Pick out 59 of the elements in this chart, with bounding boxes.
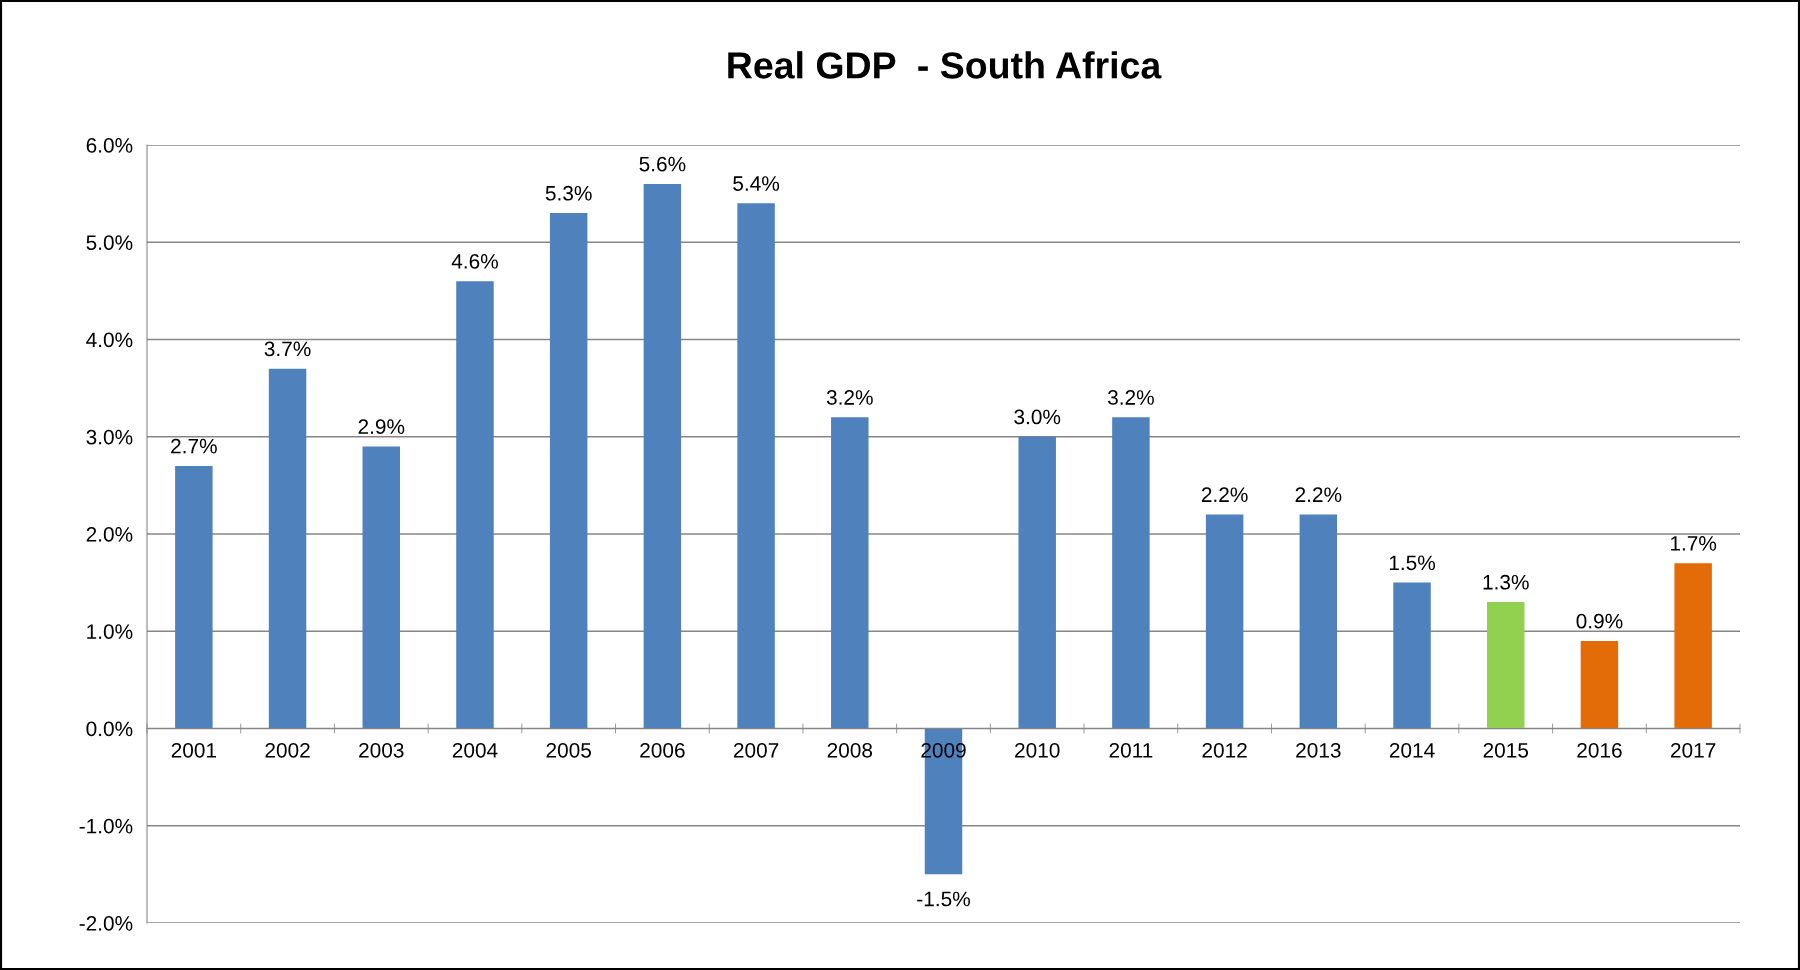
y-tick-label: 2.0% [86, 527, 133, 542]
y-tick-label: 6.0% [86, 138, 133, 153]
y-tick-label: -1.0% [79, 818, 133, 834]
x-tick-label: 2013 [1296, 742, 1341, 758]
y-tick-label: 3.0% [86, 429, 133, 445]
bar [831, 417, 869, 729]
data-label: 0.9% [1576, 613, 1623, 629]
bar [549, 213, 588, 729]
data-label: 3.7% [264, 341, 311, 357]
x-tick-label: 2002 [265, 742, 310, 758]
bar [1018, 436, 1056, 729]
x-tick-label: 2015 [1483, 742, 1529, 758]
y-tick-label: -2.0% [79, 916, 133, 931]
data-label: 1.5% [1389, 555, 1436, 571]
x-tick-label: 2007 [733, 742, 779, 758]
y-tick-label: 4.0% [86, 332, 133, 348]
data-label: 5.3% [545, 185, 592, 201]
data-label: 2.2% [1201, 487, 1248, 503]
chart-title: Real GDP - South Africa [728, 51, 1162, 79]
bar [1112, 417, 1150, 729]
bar [1580, 640, 1619, 729]
y-tick-label: 5.0% [86, 235, 133, 250]
bar [1486, 602, 1525, 729]
bar [1205, 514, 1244, 729]
x-tick-label: 2006 [640, 742, 685, 758]
data-label: 5.4% [733, 176, 780, 191]
data-label: 3.2% [1107, 390, 1154, 405]
x-tick-label: 2011 [1109, 742, 1153, 758]
x-tick-label: 2004 [452, 742, 498, 758]
data-label: -1.5% [917, 891, 970, 907]
x-tick-label: 2012 [1202, 742, 1247, 758]
bar [643, 183, 682, 729]
bar [362, 446, 401, 729]
y-tick-label: 0.0% [86, 721, 133, 737]
x-tick-label: 2014 [1389, 742, 1435, 758]
data-label: 2.2% [1295, 487, 1342, 503]
x-tick-label: 2001 [171, 742, 217, 758]
bar [1674, 563, 1712, 729]
x-tick-label: 2010 [1015, 742, 1060, 758]
bar [1393, 582, 1431, 729]
x-tick-label: 2017 [1671, 742, 1716, 758]
x-tick-label: 2016 [1577, 742, 1622, 758]
x-tick-label: 2005 [546, 742, 591, 758]
bar [1299, 514, 1338, 729]
bar [175, 465, 213, 729]
bar [456, 281, 494, 729]
data-label: 1.3% [1483, 574, 1529, 590]
data-label: 3.2% [826, 390, 873, 405]
bar [737, 203, 775, 729]
x-tick-label: 2008 [827, 742, 873, 758]
bar [268, 368, 307, 729]
data-label: 2.7% [171, 438, 217, 454]
data-label: 1.7% [1670, 536, 1717, 551]
data-label: 4.6% [451, 253, 498, 269]
data-label: 2.9% [358, 419, 405, 435]
data-label: 3.0% [1014, 409, 1061, 425]
y-tick-label: 1.0% [87, 624, 133, 639]
data-label: 5.6% [639, 156, 686, 172]
x-tick-label: 2003 [359, 742, 404, 758]
